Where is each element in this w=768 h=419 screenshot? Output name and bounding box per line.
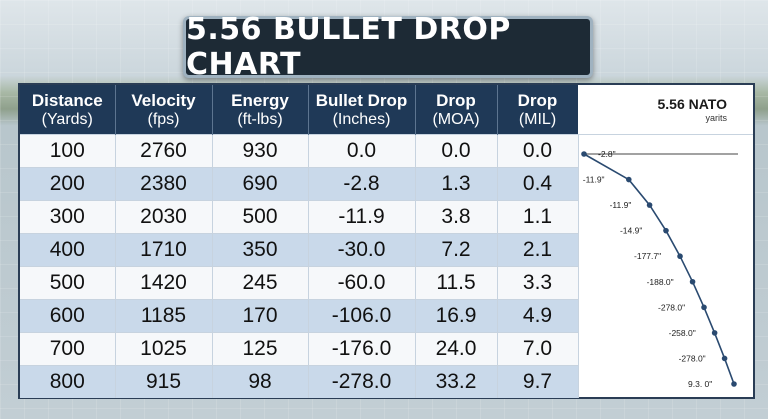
header-drop-moa: Drop (MOA)	[415, 85, 498, 135]
trajectory-point-label: -11.9"	[610, 200, 632, 210]
drop-table-panel: Distance (Yards) Velocity (fps) Energy (ft-…	[18, 83, 755, 399]
header-distance: Distance (Yards)	[20, 85, 116, 135]
cell-velocity: 2760	[115, 134, 213, 168]
table-row: 100 2760 930 0.0 0.0 0.0	[20, 134, 579, 168]
cell-distance: 100	[20, 134, 116, 168]
cell-drop-moa: 7.2	[415, 233, 498, 267]
trajectory-chart-title: 5.56 NATO	[657, 96, 727, 112]
table-header-row: Distance (Yards) Velocity (fps) Energy (ft-…	[20, 85, 579, 135]
cell-velocity: 1185	[115, 299, 213, 333]
trajectory-chart-header: 5.56 NATO yarits	[578, 85, 753, 135]
trajectory-point	[677, 253, 683, 260]
cell-velocity: 1025	[115, 332, 213, 366]
header-energy: Energy (ft-lbs)	[212, 85, 309, 135]
cell-bullet-drop: -30.0	[308, 233, 416, 267]
trajectory-point	[581, 151, 587, 157]
cell-distance: 400	[20, 233, 116, 267]
cell-energy: 500	[212, 200, 309, 234]
cell-velocity: 2380	[115, 167, 213, 201]
cell-energy: 170	[212, 299, 309, 333]
cell-energy: 350	[212, 233, 309, 267]
trajectory-point-label: 9.3. 0"	[688, 379, 712, 389]
table-row: 500 1420 245 -60.0 11.5 3.3	[20, 266, 579, 300]
trajectory-point-label: -188.0"	[647, 277, 674, 287]
trajectory-point-label: -258.0"	[669, 328, 696, 338]
cell-velocity: 2030	[115, 200, 213, 234]
trajectory-point	[721, 355, 728, 362]
cell-drop-mil: 7.0	[497, 332, 579, 366]
trajectory-chart-subtitle: yarits	[705, 113, 727, 123]
trajectory-point-label: -2.8"	[598, 149, 616, 159]
table-row: 400 1710 350 -30.0 7.2 2.1	[20, 233, 579, 267]
trajectory-point	[731, 381, 737, 387]
header-velocity: Velocity (fps)	[115, 85, 213, 135]
cell-drop-mil: 3.3	[497, 266, 579, 300]
cell-distance: 600	[20, 299, 116, 333]
cell-energy: 125	[212, 332, 309, 366]
cell-drop-moa: 1.3	[415, 167, 498, 201]
trajectory-point-label: -11.9"	[583, 175, 605, 185]
cell-velocity: 1710	[115, 233, 213, 267]
table-row: 800 915 98 -278.0 33.2 9.7	[20, 365, 579, 398]
cell-energy: 98	[212, 365, 309, 398]
trajectory-point-label: -14.9"	[620, 226, 642, 236]
cell-distance: 300	[20, 200, 116, 234]
cell-bullet-drop: -278.0	[308, 365, 416, 398]
cell-distance: 700	[20, 332, 116, 366]
trajectory-chart: -2.8" -11.9" -11.9" -14.9" -177.7" -188.0" -27…	[581, 149, 738, 389]
trajectory-point-label: -177.7"	[634, 251, 661, 261]
cell-velocity: 1420	[115, 266, 213, 300]
trajectory-chart-panel: 5.56 NATO yarits -2.8" -11.9" -11.9" -14.9"…	[578, 85, 753, 397]
cell-distance: 200	[20, 167, 116, 201]
trajectory-point	[646, 202, 653, 208]
trajectory-line	[583, 153, 735, 385]
cell-distance: 800	[20, 365, 116, 398]
cell-energy: 690	[212, 167, 309, 201]
cell-drop-mil: 0.4	[497, 167, 579, 201]
cell-drop-mil: 0.0	[497, 134, 579, 168]
table-row: 300 2030 500 -11.9 3.8 1.1	[20, 200, 579, 234]
cell-drop-moa: 11.5	[415, 266, 498, 300]
cell-bullet-drop: -60.0	[308, 266, 416, 300]
cell-drop-moa: 24.0	[415, 332, 498, 366]
title-banner: 5.56 BULLET DROP CHART	[183, 12, 593, 82]
cell-drop-moa: 16.9	[415, 299, 498, 333]
header-drop-mil: Drop (MIL)	[497, 85, 579, 135]
trajectory-point	[663, 227, 669, 234]
cell-bullet-drop: -106.0	[308, 299, 416, 333]
table-row: 600 1185 170 -106.0 16.9 4.9	[20, 299, 579, 333]
table-row: 200 2380 690 -2.8 1.3 0.4	[20, 167, 579, 201]
cell-energy: 930	[212, 134, 309, 168]
header-bullet-drop: Bullet Drop (Inches)	[308, 85, 416, 135]
cell-distance: 500	[20, 266, 116, 300]
cell-drop-mil: 4.9	[497, 299, 579, 333]
cell-drop-mil: 2.1	[497, 233, 579, 267]
trajectory-point-label: -278.0"	[658, 302, 685, 312]
cell-bullet-drop: -2.8	[308, 167, 416, 201]
cell-energy: 245	[212, 266, 309, 300]
cell-bullet-drop: -11.9	[308, 200, 416, 234]
trajectory-point-label: -278.0"	[679, 353, 706, 363]
trajectory-point	[711, 330, 718, 336]
trajectory-point	[625, 176, 632, 183]
trajectory-point	[701, 304, 707, 311]
cell-drop-moa: 0.0	[415, 134, 498, 168]
cell-bullet-drop: -176.0	[308, 332, 416, 366]
cell-bullet-drop: 0.0	[308, 134, 416, 168]
table-row: 700 1025 125 -176.0 24.0 7.0	[20, 332, 579, 366]
cell-drop-mil: 1.1	[497, 200, 579, 234]
cell-drop-moa: 33.2	[415, 365, 498, 398]
cell-velocity: 915	[115, 365, 213, 398]
drop-table: Distance (Yards) Velocity (fps) Energy (ft-…	[20, 85, 579, 398]
cell-drop-moa: 3.8	[415, 200, 498, 234]
cell-drop-mil: 9.7	[497, 365, 579, 398]
trajectory-point	[689, 278, 696, 285]
chart-title: 5.56 BULLET DROP CHART	[186, 12, 511, 82]
